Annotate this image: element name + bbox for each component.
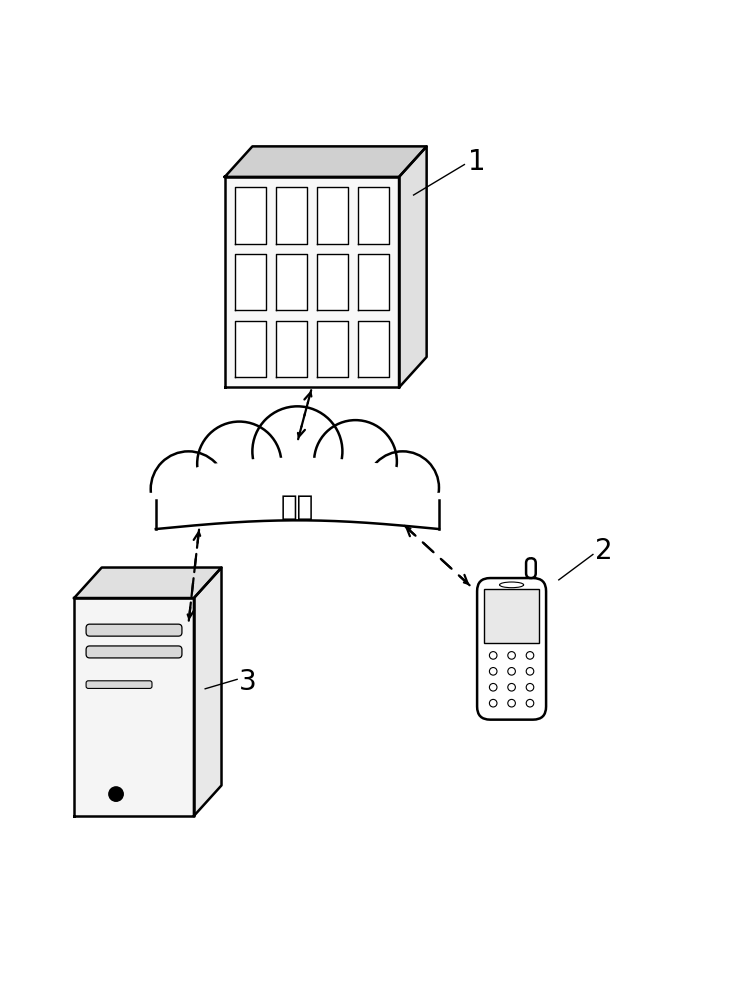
- Bar: [484, 589, 539, 643]
- Circle shape: [109, 787, 124, 801]
- Circle shape: [151, 451, 226, 527]
- Polygon shape: [225, 146, 427, 177]
- Polygon shape: [74, 568, 221, 598]
- Text: 3: 3: [239, 668, 257, 696]
- Circle shape: [526, 683, 534, 691]
- FancyBboxPatch shape: [477, 578, 546, 720]
- Polygon shape: [358, 321, 389, 377]
- Circle shape: [526, 652, 534, 659]
- Ellipse shape: [500, 582, 524, 588]
- Polygon shape: [276, 187, 307, 244]
- Polygon shape: [358, 254, 389, 310]
- FancyBboxPatch shape: [86, 681, 152, 688]
- Ellipse shape: [166, 458, 428, 513]
- Polygon shape: [317, 187, 348, 244]
- Polygon shape: [235, 187, 266, 244]
- FancyBboxPatch shape: [86, 646, 182, 658]
- Polygon shape: [225, 177, 399, 387]
- Circle shape: [366, 451, 439, 524]
- Text: 网络: 网络: [280, 493, 314, 521]
- Circle shape: [508, 683, 515, 691]
- Polygon shape: [399, 146, 427, 387]
- FancyBboxPatch shape: [526, 558, 536, 578]
- Polygon shape: [235, 254, 266, 310]
- Circle shape: [489, 668, 497, 675]
- Polygon shape: [317, 254, 348, 310]
- FancyBboxPatch shape: [86, 624, 182, 636]
- Circle shape: [489, 699, 497, 707]
- Circle shape: [252, 406, 343, 496]
- Circle shape: [489, 683, 497, 691]
- Polygon shape: [276, 254, 307, 310]
- Circle shape: [508, 699, 515, 707]
- Circle shape: [197, 422, 281, 506]
- Text: 2: 2: [595, 537, 613, 565]
- Ellipse shape: [159, 455, 435, 549]
- Circle shape: [314, 420, 397, 503]
- Circle shape: [508, 652, 515, 659]
- Polygon shape: [235, 321, 266, 377]
- Circle shape: [526, 699, 534, 707]
- Bar: [138, 493, 457, 554]
- Text: 1: 1: [468, 148, 485, 176]
- Circle shape: [508, 668, 515, 675]
- Circle shape: [526, 668, 534, 675]
- Polygon shape: [276, 321, 307, 377]
- Polygon shape: [358, 187, 389, 244]
- Circle shape: [489, 652, 497, 659]
- Polygon shape: [74, 598, 194, 816]
- Polygon shape: [194, 568, 221, 816]
- Polygon shape: [317, 321, 348, 377]
